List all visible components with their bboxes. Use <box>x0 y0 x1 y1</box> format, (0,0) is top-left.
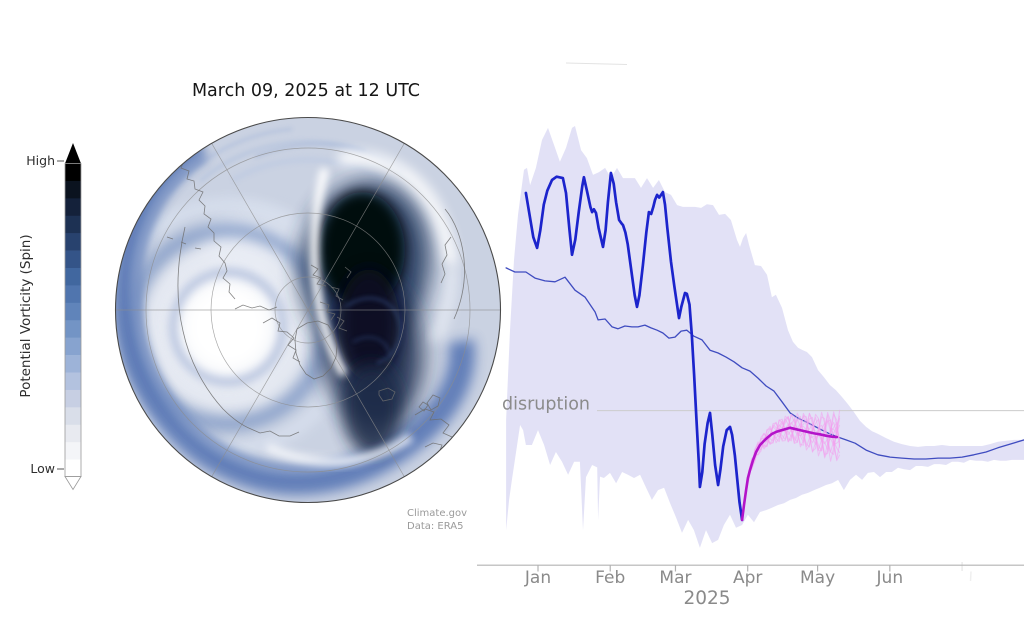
colorbar-step <box>65 250 81 269</box>
vortex-strength-chart: disruption Jan Feb Mar Apr May Jun 2025 <box>477 62 1024 609</box>
forecast-ensemble-member <box>745 413 841 496</box>
colorbar-step <box>65 389 81 408</box>
coast-scandinavia <box>444 208 465 320</box>
colorbar-step <box>65 407 81 426</box>
colorbar-step <box>65 372 81 391</box>
colorbar-gradient <box>65 163 81 478</box>
map-rim <box>114 116 502 504</box>
climatology-band <box>506 126 1024 548</box>
faint-upper-line <box>565 62 628 65</box>
colorbar-step <box>65 424 81 443</box>
climatological-mean-line <box>505 267 1024 460</box>
colorbar-step <box>65 442 81 460</box>
coast-hudson <box>262 317 301 363</box>
colorbar-arrow-low <box>64 476 82 491</box>
colorbar-step <box>65 285 81 304</box>
colorbar-step <box>65 268 81 286</box>
colorbar-step <box>65 320 81 338</box>
attribution-source: Climate.gov <box>407 508 467 519</box>
x-tick-label: Feb <box>595 568 625 588</box>
colorbar-arrow-high <box>65 143 81 164</box>
colorbar-step <box>65 163 81 182</box>
x-tick-label: Jan <box>524 568 551 588</box>
coast-greenland <box>294 320 338 380</box>
coast-alaska-chukotka <box>174 154 236 300</box>
observed-line <box>524 171 744 522</box>
colorbar-outline <box>64 163 82 477</box>
colorbar-step <box>65 233 81 251</box>
colorbar-step <box>65 459 81 478</box>
forecast-mean-line <box>740 426 839 522</box>
coast-iceland <box>378 387 396 402</box>
x-tick-label: Mar <box>659 568 691 588</box>
colorbar-high-label: High <box>26 153 55 168</box>
x-tick-label: May <box>800 568 835 588</box>
disruption-threshold-label: disruption <box>502 395 590 415</box>
x-axis-year-label: 2025 <box>683 588 730 609</box>
faint-label-fragment <box>969 571 972 582</box>
colorbar-low-label: Low <box>30 461 55 476</box>
attribution-dataset: Data: ERA5 <box>407 521 464 532</box>
map-title: March 09, 2025 at 12 UTC <box>192 81 420 101</box>
coast-north-america-west <box>177 226 252 430</box>
forecast-ensemble-member <box>745 413 841 493</box>
colorbar-step <box>65 215 81 234</box>
colorbar: High Low Potential Vorticity (Spin) <box>18 143 82 491</box>
colorbar-step <box>65 302 81 321</box>
colorbar-step <box>65 198 81 217</box>
colorbar-axis-label: Potential Vorticity (Spin) <box>18 234 34 397</box>
x-tick-label: Apr <box>733 568 762 588</box>
x-tick-label: Jun <box>876 568 904 588</box>
coast-uk <box>426 394 441 411</box>
colorbar-step <box>65 180 81 199</box>
colorbar-step <box>65 337 81 356</box>
colorbar-step <box>65 355 81 373</box>
polar-vortex-map <box>114 116 502 504</box>
